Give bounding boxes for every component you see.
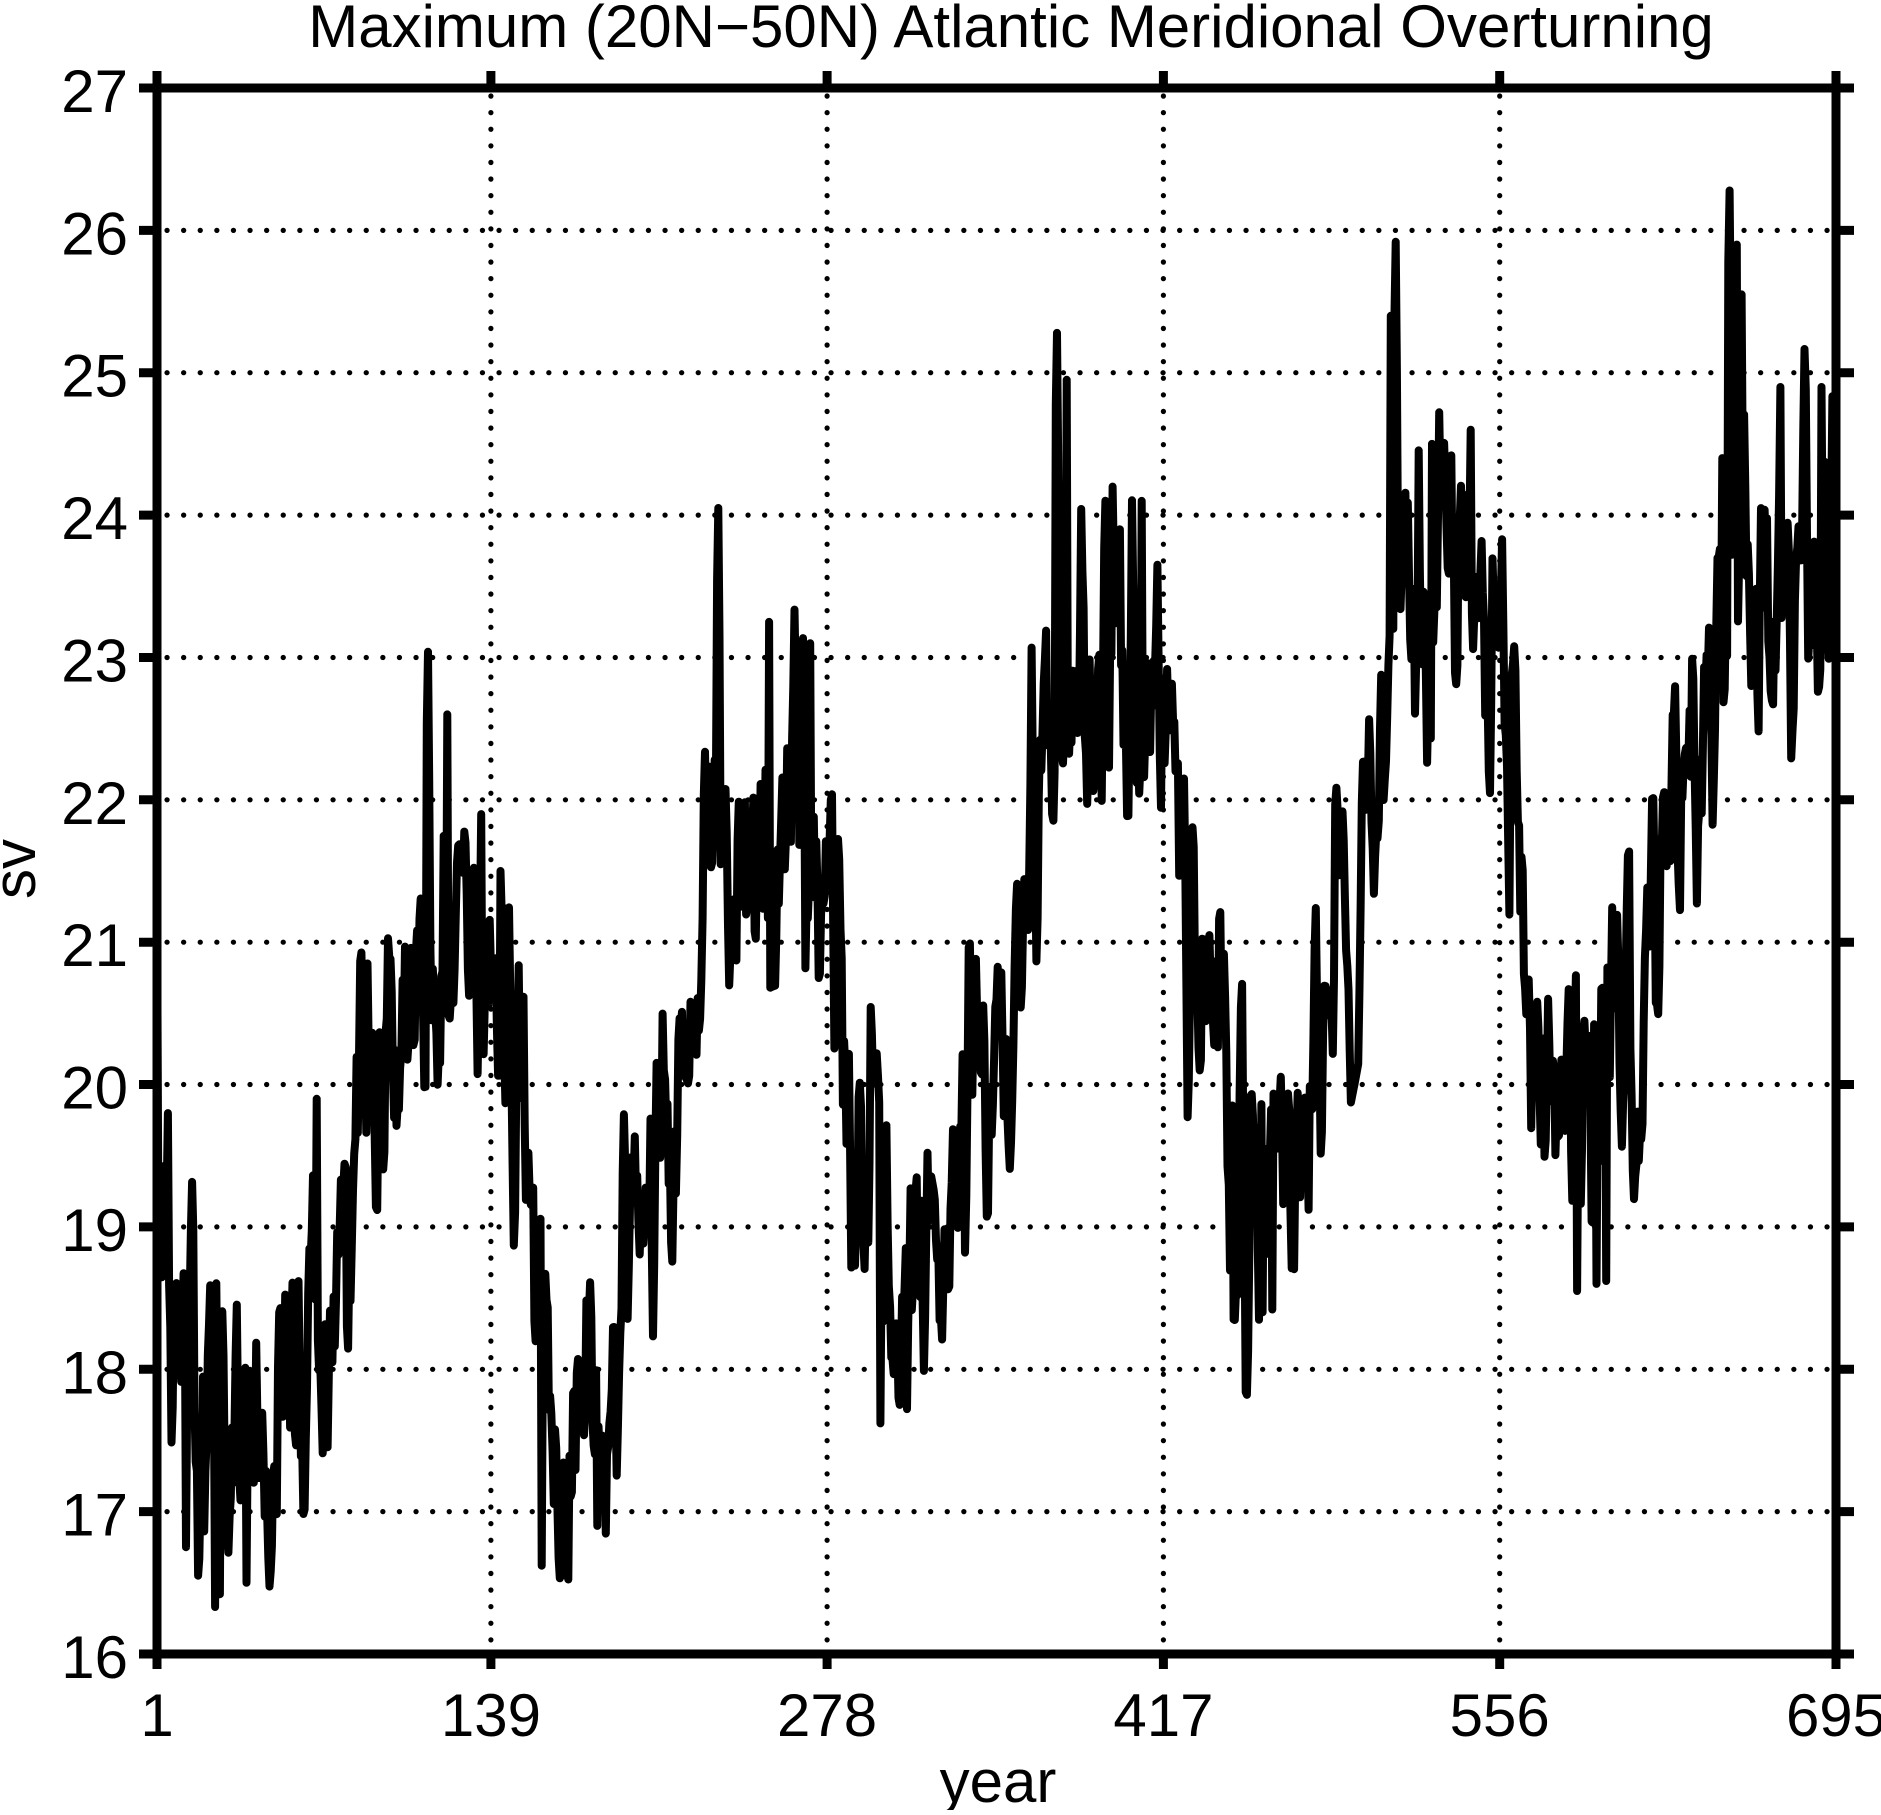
svg-text:17: 17 — [61, 1482, 128, 1549]
svg-text:21: 21 — [61, 912, 128, 979]
svg-text:26: 26 — [61, 200, 128, 267]
svg-text:sv: sv — [0, 839, 48, 899]
svg-text:278: 278 — [777, 1682, 877, 1749]
svg-text:18: 18 — [61, 1339, 128, 1406]
svg-text:139: 139 — [441, 1682, 541, 1749]
svg-text:22: 22 — [61, 770, 128, 837]
svg-text:Maximum (20N−50N) Atlantic Mer: Maximum (20N−50N) Atlantic Meridional Ov… — [308, 0, 1714, 60]
svg-text:27: 27 — [61, 58, 128, 125]
svg-text:year: year — [940, 1748, 1057, 1810]
svg-text:1: 1 — [140, 1682, 173, 1749]
svg-text:24: 24 — [61, 485, 128, 552]
svg-text:25: 25 — [61, 343, 128, 410]
svg-text:556: 556 — [1450, 1682, 1550, 1749]
svg-text:20: 20 — [61, 1055, 128, 1122]
svg-text:19: 19 — [61, 1197, 128, 1264]
svg-text:417: 417 — [1113, 1682, 1213, 1749]
svg-text:23: 23 — [61, 628, 128, 695]
svg-text:16: 16 — [61, 1624, 128, 1691]
svg-text:695: 695 — [1786, 1682, 1881, 1749]
